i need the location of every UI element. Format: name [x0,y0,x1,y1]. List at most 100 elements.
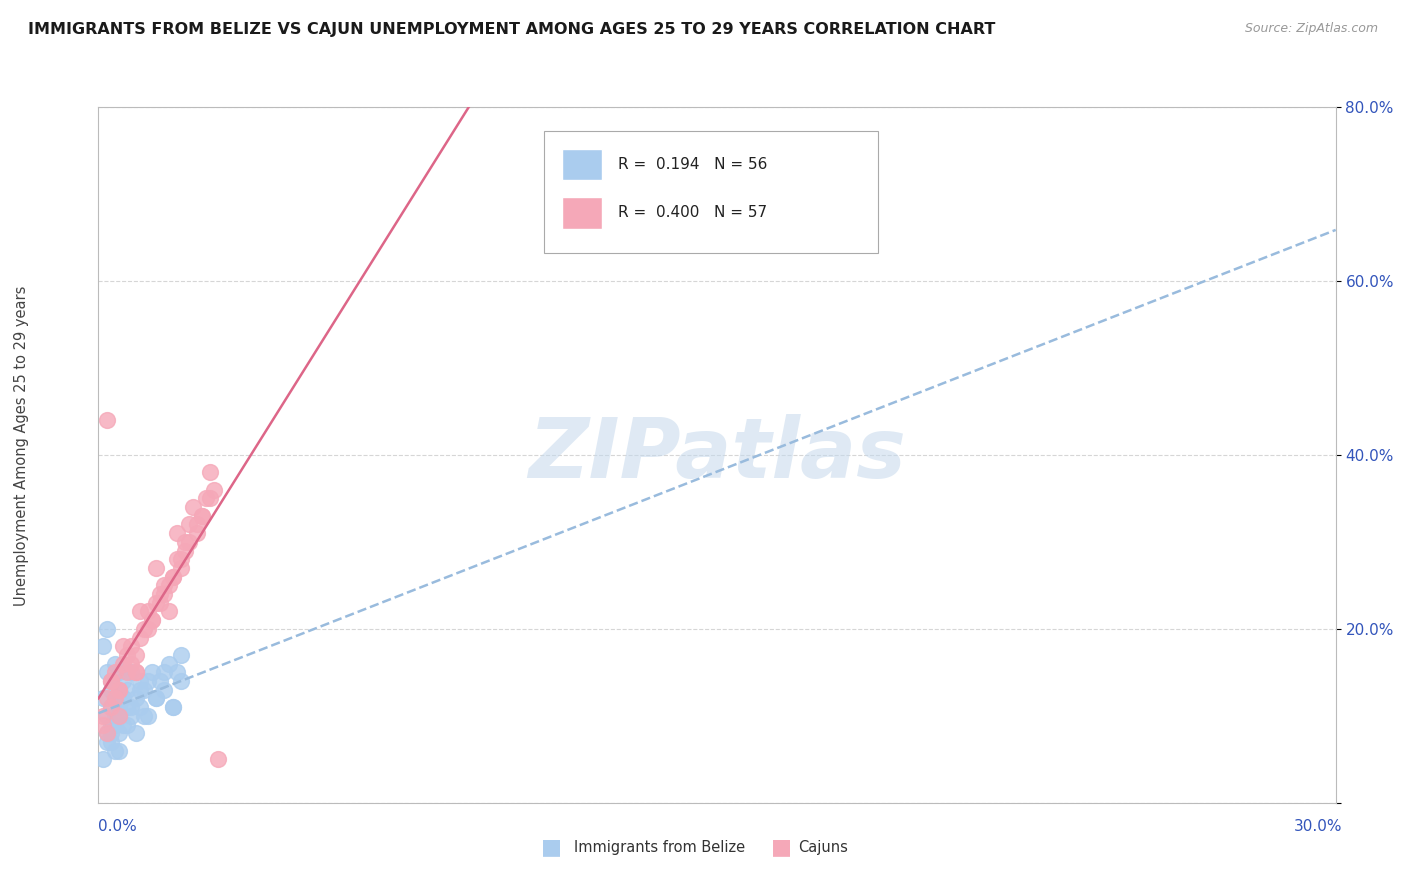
Point [91,708,114,723]
Point [104,717,127,731]
Point [124,726,146,740]
Text: 0.0%: 0.0% [98,819,138,834]
FancyBboxPatch shape [562,197,602,229]
Point [181,500,204,514]
Point [141,613,163,627]
Point [96,735,118,749]
Point [162,700,184,714]
Point [179,517,201,532]
Point [170,552,193,566]
Point [104,691,127,706]
Point [157,578,180,592]
Point [120,657,142,671]
Point [108,744,131,758]
Point [117,648,139,662]
Point [91,752,114,766]
Point [100,735,122,749]
Point [157,605,180,619]
Point [202,483,225,497]
Point [120,665,142,680]
Point [141,665,163,680]
Point [100,674,122,689]
Text: R =  0.400   N = 57: R = 0.400 N = 57 [619,205,768,220]
Point [179,534,201,549]
Point [117,717,139,731]
Point [186,517,208,532]
Point [145,691,167,706]
Point [207,752,229,766]
Point [108,726,131,740]
Point [186,526,208,541]
Point [96,691,118,706]
Point [170,648,193,662]
Point [108,682,131,697]
Point [96,726,118,740]
Text: Source: ZipAtlas.com: Source: ZipAtlas.com [1244,22,1378,36]
Point [100,674,122,689]
Point [162,570,184,584]
Point [149,596,172,610]
Text: Cajuns: Cajuns [799,840,848,855]
Point [100,682,122,697]
Point [145,596,167,610]
Point [108,682,131,697]
Point [198,466,221,480]
Point [117,665,139,680]
Point [120,700,142,714]
Point [162,570,184,584]
Point [112,657,135,671]
Point [170,674,193,689]
Point [170,561,193,575]
Point [91,717,114,731]
Point [128,674,150,689]
Point [190,508,212,523]
Text: 30.0%: 30.0% [1295,819,1343,834]
FancyBboxPatch shape [544,131,877,253]
Point [120,639,142,653]
Point [128,700,150,714]
Point [149,587,172,601]
Point [124,665,146,680]
Point [149,674,172,689]
Point [112,674,135,689]
Point [96,726,118,740]
Point [91,691,114,706]
Point [157,657,180,671]
Point [100,717,122,731]
Point [194,491,217,506]
Text: ZIPatlas: ZIPatlas [529,415,905,495]
Point [162,700,184,714]
Point [174,534,197,549]
Point [166,526,188,541]
Point [104,744,127,758]
Point [132,708,155,723]
Point [108,708,131,723]
Point [104,665,127,680]
Point [198,491,221,506]
Point [166,552,188,566]
Point [96,622,118,636]
Point [96,708,118,723]
Point [104,657,127,671]
Point [128,682,150,697]
Point [153,587,176,601]
Point [166,665,188,680]
Point [136,622,159,636]
Point [108,682,131,697]
Point [100,700,122,714]
Point [136,674,159,689]
Point [145,561,167,575]
Point [153,578,176,592]
Point [104,691,127,706]
Point [100,674,122,689]
Point [112,691,135,706]
Point [117,682,139,697]
Point [124,665,146,680]
Text: ■: ■ [541,838,562,857]
Point [112,717,135,731]
Point [108,700,131,714]
Point [96,413,118,427]
Point [120,708,142,723]
Point [108,665,131,680]
Point [91,639,114,653]
